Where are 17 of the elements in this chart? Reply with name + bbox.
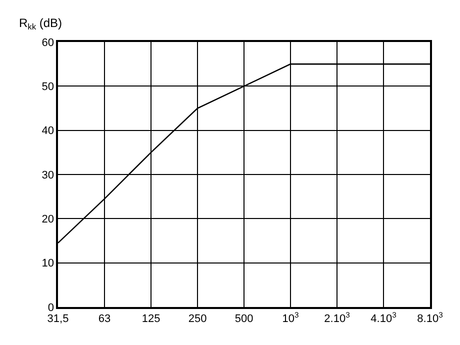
x-tick-label: 63 [98,312,111,325]
y-tick-label: 40 [42,125,54,138]
x-tick-label: 2.10$^{3}$ [324,310,350,325]
x-tick-label: 8.10$^{3}$ [417,310,443,325]
y-axis-title: R$_{kk}$ (dB) [19,16,62,32]
x-tick-label: 125 [142,312,160,325]
y-tick-label: 10 [42,258,54,270]
y-tick-label: 20 [42,214,54,226]
x-tick-label: 250 [188,312,207,325]
y-tick-label: 60 [42,36,54,49]
y-tick-label: 30 [42,169,54,182]
x-tick-label: 4.10$^{3}$ [370,310,396,325]
y-tick-label: 0 [48,302,54,314]
y-tick-label: 50 [42,81,54,94]
x-tick-label: 500 [234,312,254,325]
x-tick-label: 31,5 [47,312,69,325]
x-tick-label: 10$^{3}$ [282,310,299,325]
